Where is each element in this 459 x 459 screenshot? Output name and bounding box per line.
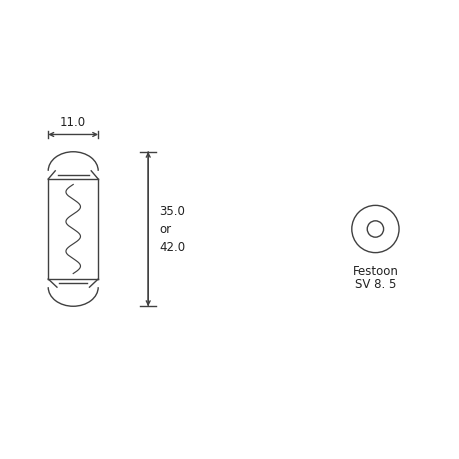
Text: 35.0
or
42.0: 35.0 or 42.0 xyxy=(159,205,185,254)
Text: SV 8. 5: SV 8. 5 xyxy=(354,277,395,290)
Text: 11.0: 11.0 xyxy=(60,115,86,129)
Text: Festoon: Festoon xyxy=(352,264,397,277)
